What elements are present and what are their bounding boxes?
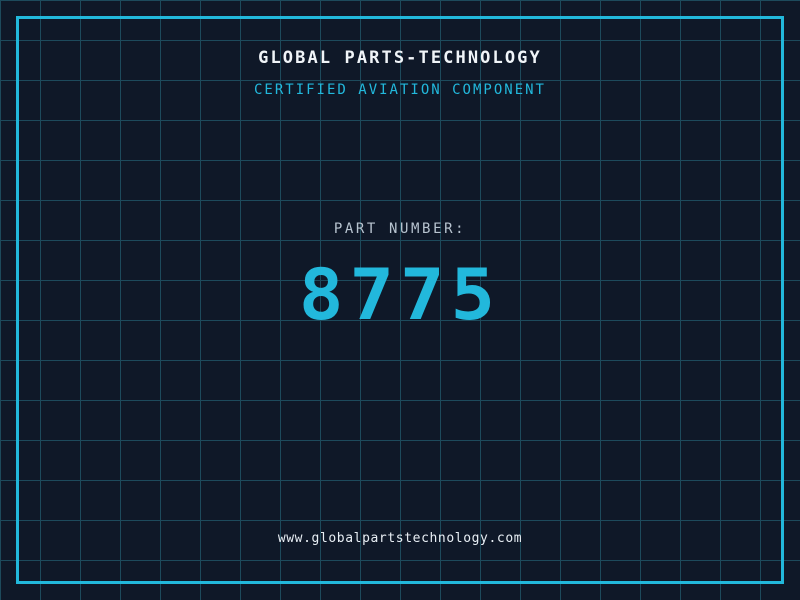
part-number-label: PART NUMBER: — [333, 221, 467, 237]
company-title: GLOBAL PARTS-TECHNOLOGY — [258, 48, 542, 68]
part-number-value: 8775 — [298, 254, 502, 336]
website-url: www.globalpartstechnology.com — [277, 531, 523, 546]
certification-subtitle: CERTIFIED AVIATION COMPONENT — [253, 82, 546, 98]
